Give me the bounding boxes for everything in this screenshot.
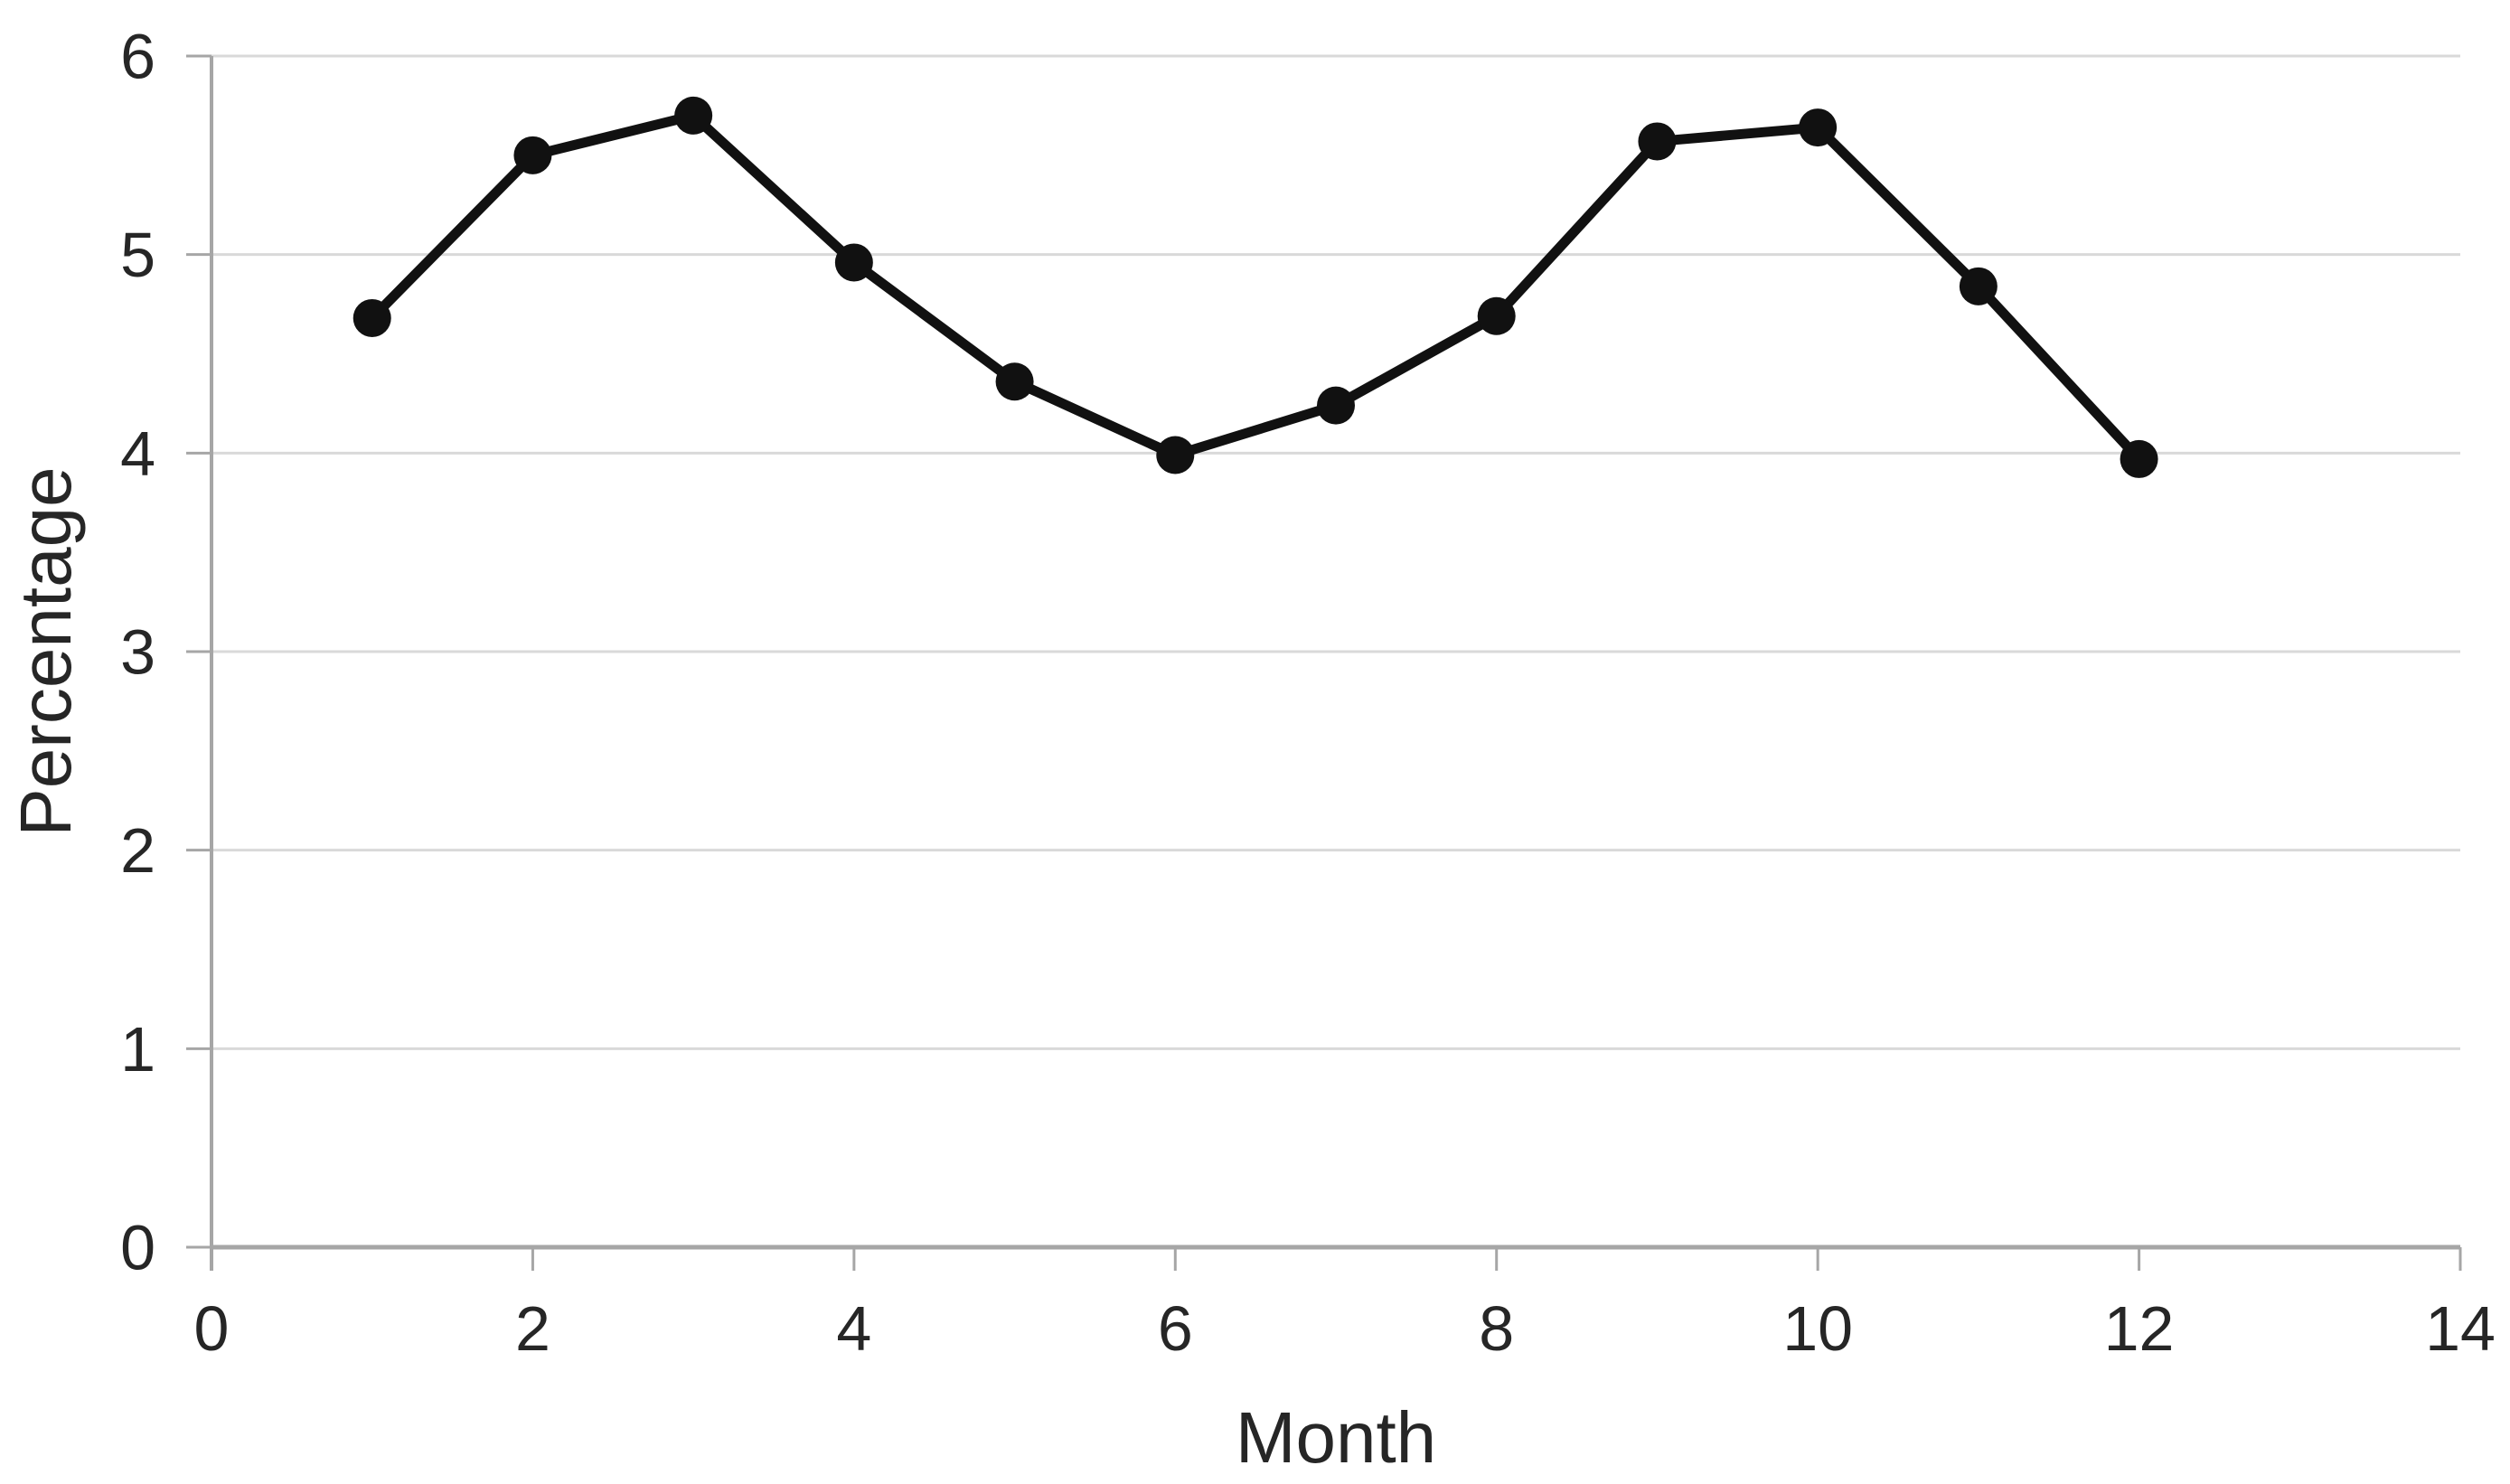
data-point-marker [834, 243, 873, 282]
data-point-marker [995, 362, 1034, 401]
data-point-marker [2120, 439, 2158, 478]
data-point-marker [1156, 436, 1195, 474]
x-axis-title: Month [1236, 1397, 1436, 1478]
series-line [367, 110, 2145, 465]
y-tick-label: 3 [120, 617, 155, 688]
data-point-marker [1638, 122, 1677, 161]
y-tick-label: 1 [120, 1014, 155, 1085]
x-tick-label: 6 [1158, 1293, 1193, 1364]
y-tick-label: 0 [120, 1213, 155, 1283]
data-series-layer [353, 96, 2158, 478]
x-tick-label: 8 [1479, 1293, 1514, 1364]
data-point-marker [513, 136, 552, 174]
y-tick-label: 4 [120, 418, 155, 489]
data-point-marker [1477, 296, 1516, 335]
axes-layer [186, 54, 2462, 1271]
x-tick-label: 10 [1782, 1293, 1853, 1364]
data-point-marker [674, 96, 713, 135]
x-tick-label: 14 [2425, 1293, 2496, 1364]
data-point-marker [1959, 267, 1998, 305]
data-point-marker [1799, 108, 1838, 147]
x-tick-label: 0 [194, 1293, 230, 1364]
data-point-marker [1317, 386, 1355, 425]
data-point-marker [353, 298, 391, 337]
y-tick-label: 6 [120, 22, 155, 92]
x-tick-label: 4 [836, 1293, 871, 1364]
y-tick-label: 2 [120, 815, 155, 886]
y-axis-title: Percentage [5, 466, 86, 836]
y-tick-label: 5 [120, 220, 155, 290]
x-tick-label: 12 [2104, 1293, 2175, 1364]
x-tick-label: 2 [515, 1293, 550, 1364]
gridlines-layer [212, 54, 2460, 1050]
